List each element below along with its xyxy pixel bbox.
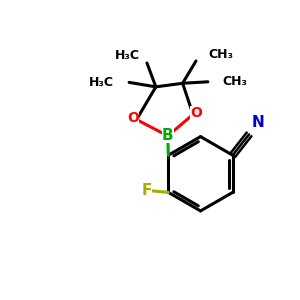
Text: H₃C: H₃C [89,76,114,89]
Text: B: B [162,128,174,143]
Text: H₃C: H₃C [115,49,140,62]
Text: N: N [252,115,264,130]
Text: CH₃: CH₃ [208,48,233,61]
Text: CH₃: CH₃ [222,75,247,88]
Text: F: F [142,183,152,198]
Text: O: O [190,106,202,120]
Text: O: O [127,111,139,125]
